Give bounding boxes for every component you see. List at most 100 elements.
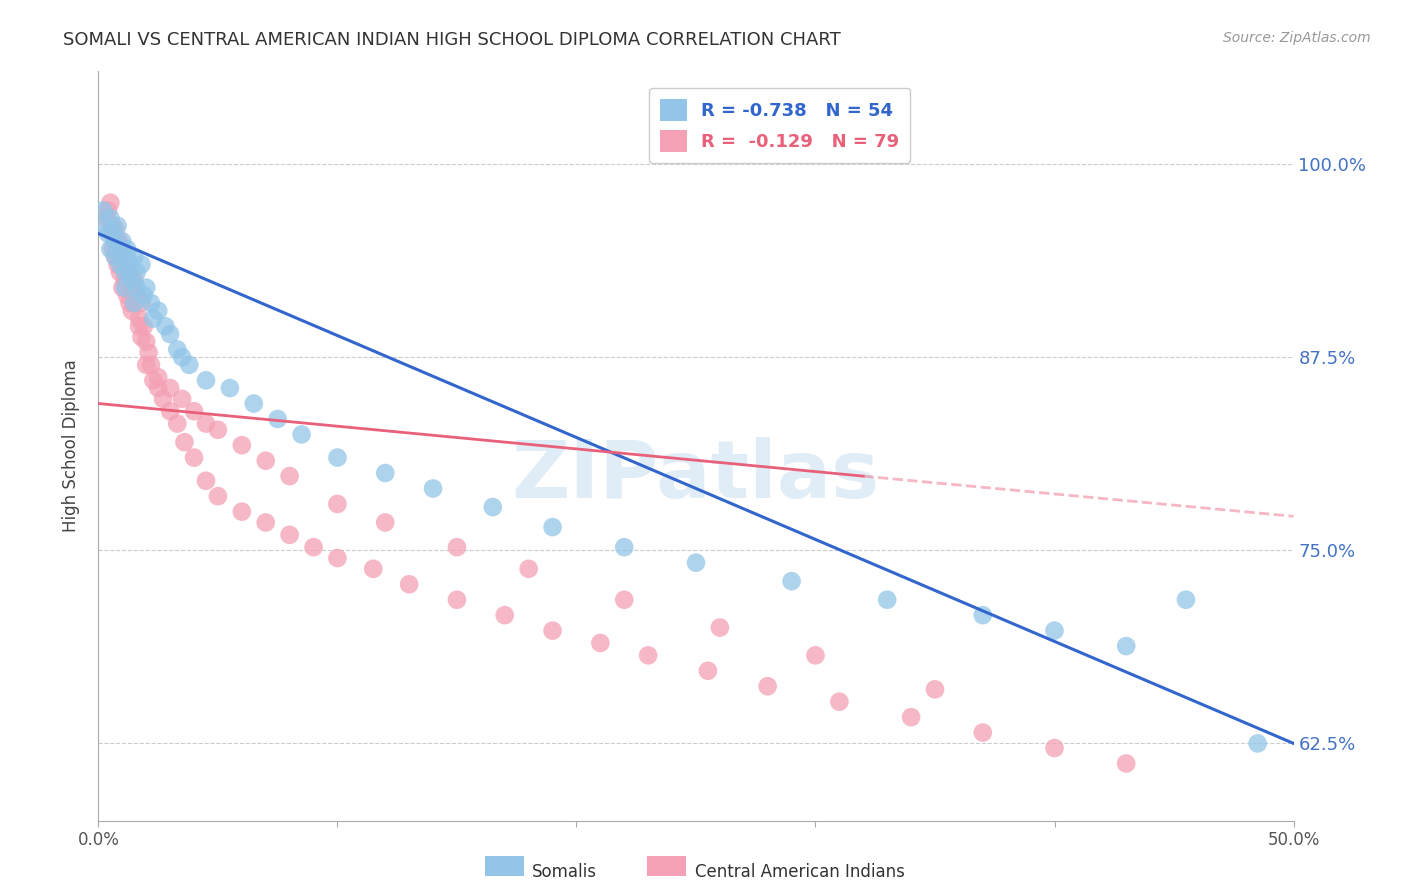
Point: [131, 257, 153, 271]
Point: [446, 592, 468, 607]
Point: [111, 280, 134, 294]
Point: [363, 562, 385, 576]
Point: [107, 242, 129, 256]
Point: [446, 540, 468, 554]
Point: [107, 219, 129, 233]
Point: [114, 273, 136, 287]
Point: [101, 222, 124, 236]
Point: [114, 265, 136, 279]
Point: [121, 280, 143, 294]
Point: [291, 427, 314, 442]
Text: Somalis: Somalis: [531, 863, 596, 881]
Point: [1247, 736, 1270, 750]
Point: [94, 211, 117, 226]
Point: [195, 474, 218, 488]
Point: [132, 319, 155, 334]
Point: [219, 381, 242, 395]
Point: [231, 438, 253, 452]
Point: [780, 574, 803, 589]
Point: [231, 505, 253, 519]
Point: [131, 296, 153, 310]
Point: [139, 358, 162, 372]
Point: [132, 288, 155, 302]
Text: ZIPatlas: ZIPatlas: [512, 437, 880, 515]
Point: [121, 273, 143, 287]
Point: [118, 257, 141, 271]
Point: [278, 469, 301, 483]
Point: [374, 516, 396, 530]
Point: [125, 265, 148, 279]
Point: [118, 296, 141, 310]
Point: [1175, 592, 1198, 607]
Point: [159, 404, 181, 418]
Point: [107, 231, 129, 245]
Point: [1115, 639, 1137, 653]
Point: [972, 725, 994, 739]
Point: [108, 237, 131, 252]
Point: [1043, 741, 1066, 756]
Point: [1115, 756, 1137, 771]
Point: [589, 636, 612, 650]
Point: [173, 435, 195, 450]
Point: [326, 497, 349, 511]
Y-axis label: High School Diploma: High School Diploma: [62, 359, 80, 533]
Point: [128, 311, 150, 326]
Point: [148, 381, 170, 395]
Point: [195, 373, 218, 387]
Text: SOMALI VS CENTRAL AMERICAN INDIAN HIGH SCHOOL DIPLOMA CORRELATION CHART: SOMALI VS CENTRAL AMERICAN INDIAN HIGH S…: [63, 31, 841, 49]
Point: [128, 319, 150, 334]
Point: [107, 257, 129, 271]
Point: [267, 412, 290, 426]
Point: [326, 450, 349, 465]
Point: [828, 695, 851, 709]
Point: [121, 303, 143, 318]
Point: [517, 562, 540, 576]
Point: [115, 288, 138, 302]
Point: [254, 516, 277, 530]
Point: [108, 265, 131, 279]
Point: [111, 235, 134, 249]
Point: [195, 417, 218, 431]
Point: [101, 219, 124, 233]
Point: [422, 482, 444, 496]
Point: [243, 396, 266, 410]
Point: [613, 592, 636, 607]
Point: [98, 211, 122, 226]
Point: [148, 370, 170, 384]
Point: [172, 392, 194, 406]
Point: [900, 710, 922, 724]
Point: [541, 520, 564, 534]
Point: [94, 219, 117, 233]
Point: [183, 450, 205, 465]
Point: [278, 528, 301, 542]
Point: [374, 466, 396, 480]
Point: [114, 280, 136, 294]
Point: [972, 608, 994, 623]
Point: [108, 257, 131, 271]
Point: [135, 280, 157, 294]
Point: [637, 648, 659, 663]
Point: [97, 203, 120, 218]
Point: [148, 303, 170, 318]
Point: [124, 273, 146, 287]
Point: [613, 540, 636, 554]
Point: [124, 250, 146, 264]
Point: [302, 540, 325, 554]
Point: [166, 417, 188, 431]
Point: [97, 227, 120, 241]
Point: [207, 489, 229, 503]
Point: [924, 682, 946, 697]
Point: [111, 250, 134, 264]
Point: [114, 252, 136, 267]
Point: [115, 242, 138, 256]
Point: [125, 288, 148, 302]
Point: [98, 195, 122, 210]
Point: [124, 296, 146, 310]
Point: [135, 358, 157, 372]
Point: [494, 608, 516, 623]
Point: [111, 246, 134, 260]
Point: [398, 577, 420, 591]
Point: [118, 265, 141, 279]
Legend: R = -0.738   N = 54, R =  -0.129   N = 79: R = -0.738 N = 54, R = -0.129 N = 79: [650, 88, 910, 162]
Point: [254, 453, 277, 467]
